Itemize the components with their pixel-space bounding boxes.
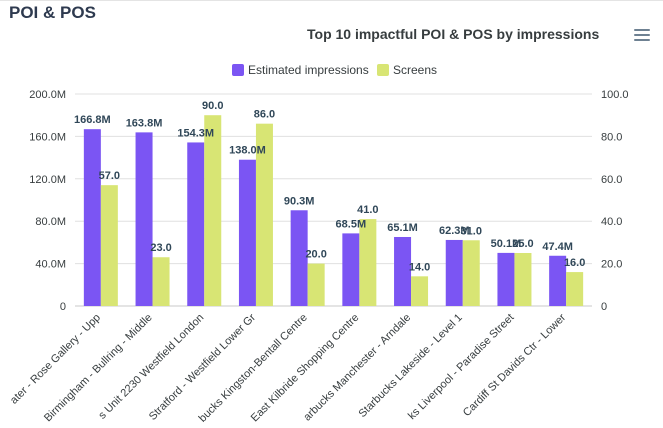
bar-screens[interactable] [204, 115, 222, 306]
data-label-impressions: 90.3M [284, 195, 315, 207]
bar-screens[interactable] [255, 123, 273, 307]
hamburger-menu-icon[interactable] [634, 29, 650, 41]
data-label-screens: 31.0 [461, 225, 482, 237]
data-label-screens: 86.0 [254, 109, 275, 121]
x-category-label: Birmingham - Bullring - Middle [42, 312, 155, 425]
top-border [0, 0, 663, 1]
bar-impressions[interactable] [445, 239, 463, 306]
legend-label-screens[interactable]: Screens [393, 63, 437, 77]
x-category-label: ks Liverpool - Paradise Street [406, 312, 517, 423]
legend-marker-screens[interactable] [377, 64, 389, 76]
y-right-tick-label: 20.0 [601, 259, 622, 271]
data-label-screens: 16.0 [564, 257, 585, 269]
y-right-tick-label: 0 [601, 301, 607, 313]
bar-impressions[interactable] [83, 129, 101, 306]
data-label-screens: 41.0 [357, 204, 378, 216]
x-category-label: Starbucks Lakeside - Level 1 [357, 312, 465, 420]
chart-title: Top 10 impactful POI & POS by impression… [307, 26, 600, 42]
x-category-label: ater - Rose Gallery - Upp [8, 312, 103, 407]
data-label-impressions: 68.5M [336, 218, 367, 230]
x-category-label: Stratford - Westfield Lower Gr [147, 311, 258, 422]
data-label-impressions: 154.3M [177, 127, 214, 139]
y-right-tick-label: 100.0 [601, 89, 629, 101]
bar-screens[interactable] [566, 272, 584, 306]
bar-screens[interactable] [514, 253, 532, 306]
bar-impressions[interactable] [549, 255, 567, 306]
x-category-label: bucks Kingston-Bentall Centre [197, 312, 310, 425]
bar-screens[interactable] [307, 263, 325, 306]
bar-impressions[interactable] [342, 233, 360, 306]
data-label-impressions: 138.0M [229, 145, 266, 157]
data-label-impressions: 47.4M [542, 241, 573, 253]
bar-screens[interactable] [152, 257, 170, 306]
bar-impressions[interactable] [238, 159, 256, 306]
data-label-screens: 20.0 [305, 249, 326, 261]
bar-impressions[interactable] [290, 210, 308, 306]
bar-impressions[interactable] [394, 236, 412, 306]
bar-screens[interactable] [462, 240, 480, 306]
data-label-impressions: 163.8M [126, 117, 163, 129]
data-label-screens: 23.0 [150, 242, 171, 254]
y-left-tick-label: 160.0M [29, 131, 66, 143]
data-label-screens: 90.0 [202, 100, 223, 112]
y-right-tick-label: 40.0 [601, 216, 622, 228]
y-right-tick-label: 60.0 [601, 174, 622, 186]
x-category-label: s Unit 2230 Westfield London [96, 312, 206, 422]
data-label-screens: 25.0 [512, 238, 533, 250]
data-label-screens: 57.0 [99, 170, 120, 182]
y-left-tick-label: 40.0M [35, 259, 66, 271]
data-label-impressions: 50.1M [491, 238, 522, 250]
y-left-tick-label: 200.0M [29, 89, 66, 101]
bar-impressions[interactable] [187, 142, 205, 306]
bar-impressions[interactable] [135, 132, 153, 306]
data-label-impressions: 166.8M [74, 114, 111, 126]
x-category-label: arbucks Manchester - Arndale [301, 312, 413, 424]
x-category-label: Cardiff St Davids Ctr - Lower [461, 311, 569, 419]
y-left-tick-label: 120.0M [29, 174, 66, 186]
legend-marker-impressions[interactable] [232, 64, 244, 76]
bar-screens[interactable] [100, 185, 118, 306]
x-category-label: East Kilbride Shopping Centre [249, 312, 362, 425]
bar-screens[interactable] [359, 219, 377, 306]
y-right-tick-label: 80.0 [601, 131, 622, 143]
data-label-impressions: 62.3M [439, 225, 470, 237]
y-left-tick-label: 0 [60, 301, 66, 313]
page-title: POI & POS [9, 3, 96, 22]
data-label-screens: 14.0 [409, 261, 430, 273]
bar-screens[interactable] [411, 276, 429, 306]
bar-impressions[interactable] [497, 252, 515, 306]
y-left-tick-label: 80.0M [35, 216, 66, 228]
data-label-impressions: 65.1M [387, 222, 418, 234]
legend-label-impressions[interactable]: Estimated impressions [248, 63, 369, 77]
